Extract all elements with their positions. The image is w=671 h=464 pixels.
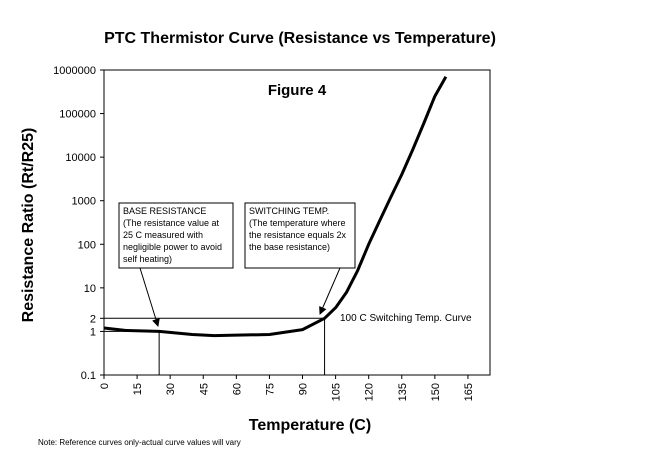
annotation-text: negligible power to avoid [123,242,222,252]
annotation-text: (The temperature where [249,218,346,228]
annotation-text: SWITCHING TEMP. [249,206,329,216]
annotation-text: the base resistance) [249,242,330,252]
annotation-box [244,202,356,269]
x-tick-label: 15 [132,383,144,395]
y-tick-label: 1 [90,326,96,338]
y-axis-label: Resistance Ratio (Rt/R25) [20,128,37,323]
annotation-text: 25 C measured with [123,230,203,240]
x-tick-label: 165 [463,383,475,401]
figure-label: Figure 4 [268,82,327,99]
y-tick-label: 1000 [72,196,96,208]
y-tick-label: 2 [90,313,96,325]
y-tick-label: 100000 [59,109,96,121]
x-tick-label: 60 [231,383,243,395]
y-tick-label: 10 [84,283,96,295]
x-tick-label: 90 [298,383,310,395]
annotation-arrow [319,267,341,315]
x-tick-label: 0 [99,383,111,389]
annotation-text: self heating) [123,254,172,264]
plot-frame [103,69,491,376]
annotation-box [118,202,234,269]
x-tick-label: 75 [264,383,276,395]
x-tick-label: 135 [397,383,409,401]
y-tick-label: 100 [78,239,96,251]
y-tick-label: 1000000 [53,65,96,77]
curve [103,76,448,338]
x-tick-label: 45 [198,383,210,395]
curve-label: 100 C Switching Temp. Curve [340,313,472,324]
note: Note: Reference curves only-actual curve… [38,438,241,447]
annotation-arrow [139,267,160,327]
x-tick-label: 120 [364,383,376,401]
x-axis-label: Temperature (C) [249,417,371,434]
annotation-text: the resistance equals 2x [249,230,347,240]
annotation-text: (The resistance value at [123,218,220,228]
y-tick-label: 0.1 [81,370,96,382]
chart-title: PTC Thermistor Curve (Resistance vs Temp… [104,30,496,47]
x-tick-label: 105 [331,383,343,401]
x-tick-label: 30 [165,383,177,395]
y-tick-label: 10000 [65,152,96,164]
x-tick-label: 150 [430,383,442,401]
annotation-text: BASE RESISTANCE [123,206,206,216]
